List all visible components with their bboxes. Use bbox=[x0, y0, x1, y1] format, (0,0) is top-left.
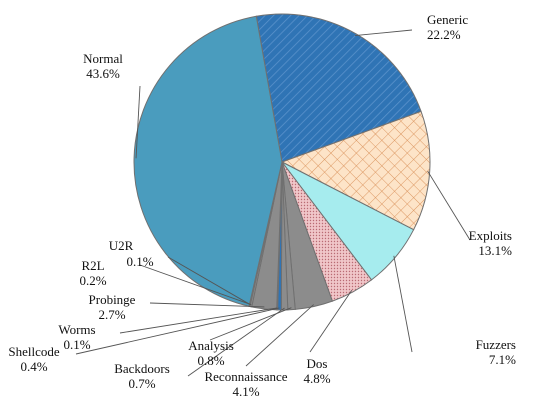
slice-percent-normal: 43.6% bbox=[86, 66, 120, 81]
leader-line-reconnaissance bbox=[245, 304, 314, 367]
slice-name-exploits: Exploits bbox=[469, 228, 512, 243]
leader-line-fuzzers bbox=[393, 255, 413, 353]
slice-label-generic: Generic 22.2% bbox=[427, 12, 468, 42]
slice-label-worms: Worms 0.1% bbox=[58, 322, 95, 352]
slice-percent-dos: 4.8% bbox=[303, 371, 330, 386]
leader-line-generic bbox=[354, 29, 413, 37]
slice-label-r2l: R2L 0.2% bbox=[79, 258, 106, 288]
leader-line-dos bbox=[309, 289, 353, 353]
slice-percent-u2r: 0.1% bbox=[126, 254, 153, 269]
pie-slice-generic bbox=[255, 13, 422, 163]
slice-name-generic: Generic bbox=[427, 12, 468, 27]
leader-line-u2r bbox=[167, 256, 251, 305]
slice-label-analysis: Analysis 0.8% bbox=[188, 338, 234, 368]
slice-percent-shellcode: 0.4% bbox=[20, 359, 47, 374]
slice-percent-probinge: 2.7% bbox=[98, 307, 125, 322]
slice-label-backdoors: Backdoors 0.7% bbox=[114, 361, 170, 391]
slice-percent-analysis: 0.8% bbox=[197, 353, 224, 368]
leader-line-exploits bbox=[427, 170, 471, 241]
leader-line-r2l bbox=[139, 264, 252, 306]
slice-percent-backdoors: 0.7% bbox=[128, 376, 155, 391]
slice-name-fuzzers: Fuzzers bbox=[476, 337, 516, 352]
slice-name-reconnaissance: Reconnaissance bbox=[204, 369, 287, 384]
slice-percent-fuzzers: 7.1% bbox=[489, 352, 516, 367]
slice-percent-exploits: 13.1% bbox=[478, 243, 512, 258]
slice-name-analysis: Analysis bbox=[188, 338, 234, 353]
slice-percent-r2l: 0.2% bbox=[79, 273, 106, 288]
pie-slice-normal bbox=[133, 15, 283, 307]
leader-line-backdoors bbox=[187, 307, 285, 377]
slice-name-backdoors: Backdoors bbox=[114, 361, 170, 376]
slice-label-dos: Dos 4.8% bbox=[303, 356, 330, 386]
slice-label-probinge: Probinge 2.7% bbox=[89, 292, 136, 322]
slice-name-shellcode: Shellcode bbox=[8, 344, 59, 359]
slice-percent-generic: 22.2% bbox=[427, 27, 461, 42]
slice-name-probinge: Probinge bbox=[89, 292, 136, 307]
slice-percent-worms: 0.1% bbox=[63, 337, 90, 352]
slice-name-r2l: R2L bbox=[81, 258, 104, 273]
slice-name-u2r: U2R bbox=[109, 238, 134, 253]
slice-name-normal: Normal bbox=[83, 51, 123, 66]
slice-label-exploits: Exploits 13.1% bbox=[469, 228, 513, 258]
leader-line-normal bbox=[135, 85, 141, 159]
slice-label-u2r: U2R 0.1% bbox=[109, 238, 154, 269]
slice-label-normal: Normal 43.6% bbox=[83, 51, 123, 81]
slice-label-reconnaissance: Reconnaissance 4.1% bbox=[204, 369, 287, 399]
leader-line-shellcode bbox=[75, 307, 280, 355]
slice-percent-reconnaissance: 4.1% bbox=[232, 384, 259, 399]
leader-line-worms bbox=[119, 307, 278, 334]
slice-label-shellcode: Shellcode 0.4% bbox=[8, 344, 59, 374]
pie-slice-exploits bbox=[280, 110, 431, 231]
slice-name-dos: Dos bbox=[307, 356, 328, 371]
slice-name-worms: Worms bbox=[58, 322, 95, 337]
leader-line-probinge bbox=[149, 302, 265, 308]
slice-label-fuzzers: Fuzzers 7.1% bbox=[476, 337, 517, 367]
